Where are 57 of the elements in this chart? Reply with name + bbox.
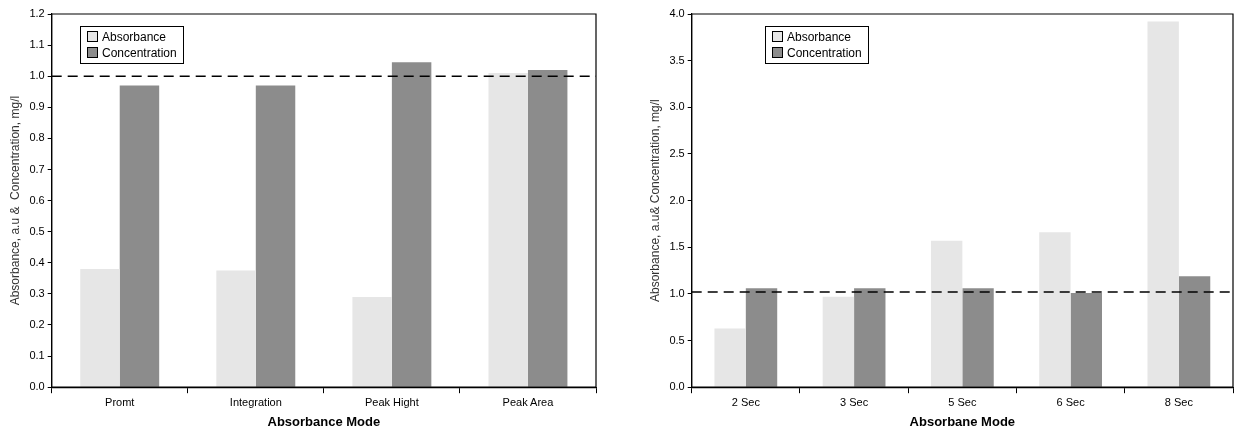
y-tick-label: 1.2: [29, 7, 45, 20]
x-tick-label: Peak Area: [502, 395, 555, 408]
y-tick-label: 2.5: [669, 146, 685, 159]
y-tick-label: 0.1: [29, 349, 45, 362]
bar: [527, 69, 568, 387]
y-axis-title: Absorbance, a.u & Concentration, mg/l: [7, 95, 22, 306]
legend-label: Concentration: [102, 46, 177, 60]
bar: [119, 85, 160, 387]
y-tick-label: 1.1: [29, 38, 45, 51]
bar: [80, 269, 120, 387]
y-tick-label: 0.8: [29, 131, 45, 144]
bar: [822, 296, 855, 387]
x-tick-label: Promt: [105, 395, 135, 408]
x-tick-label: 6 Sec: [1056, 395, 1086, 408]
bar: [714, 328, 746, 387]
y-tick-label: 0.9: [29, 100, 45, 113]
y-tick-label: 0.0: [29, 380, 45, 393]
bar: [962, 288, 994, 387]
y-tick-label: 4.0: [669, 7, 685, 20]
x-tick-label: 2 Sec: [731, 395, 761, 408]
x-axis-title: Absorbance Mode: [267, 413, 381, 429]
bar: [1070, 292, 1102, 387]
bar: [391, 62, 432, 387]
x-tick-label: 5 Sec: [948, 395, 977, 408]
bar: [1147, 21, 1179, 387]
y-tick-label: 0.3: [29, 286, 45, 299]
bar: [1178, 276, 1211, 387]
y-tick-label: 0.4: [29, 255, 45, 268]
y-tick-label: 0.2: [29, 318, 45, 331]
x-tick-label: Peak Hight: [364, 395, 419, 408]
legend-label: Absorbance: [102, 30, 167, 44]
x-tick-label: 3 Sec: [840, 395, 869, 408]
legend-label: Concentration: [787, 46, 862, 60]
bar: [255, 85, 296, 387]
y-tick-label: 0.5: [29, 224, 45, 237]
x-axis-title: Absorbane Mode: [909, 413, 1016, 429]
bar: [745, 288, 778, 387]
y-tick-label: 1.5: [669, 240, 685, 253]
y-tick-label: 0.7: [29, 162, 45, 175]
y-tick-label: 0.5: [669, 333, 685, 346]
y-tick-label: 1.0: [29, 69, 45, 82]
bar: [930, 240, 963, 387]
bar: [352, 297, 392, 387]
y-tick-label: 3.0: [669, 100, 685, 113]
y-tick-label: 3.5: [669, 53, 685, 66]
y-axis-title: Absorbance, a.u& Concentration, mg/l: [647, 99, 662, 302]
legend-label: Absorbance: [787, 30, 852, 44]
y-tick-label: 2.0: [669, 193, 685, 206]
y-tick-label: 0.6: [29, 193, 45, 206]
bar: [854, 288, 886, 387]
bar: [1039, 232, 1071, 387]
bar: [488, 73, 528, 387]
x-tick-label: 8 Sec: [1164, 395, 1194, 408]
y-tick-label: 1.0: [669, 286, 685, 299]
x-tick-label: Integration: [229, 395, 282, 408]
bar: [216, 270, 256, 387]
y-tick-label: 0.0: [669, 380, 685, 393]
